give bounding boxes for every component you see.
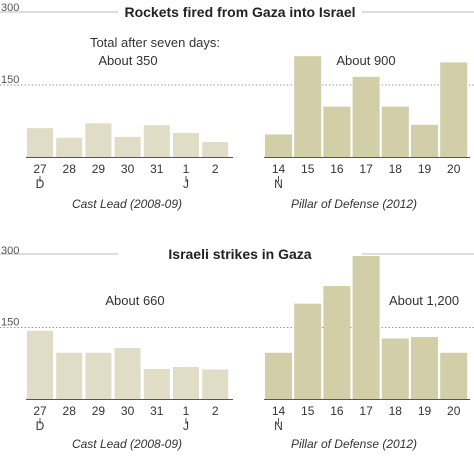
operation-label: Cast Lead (2008-09) bbox=[72, 197, 182, 211]
x-tick-label: 2 bbox=[212, 162, 219, 176]
bar bbox=[114, 347, 141, 399]
operation-label: Pillar of Defense (2012) bbox=[291, 437, 417, 451]
x-tick-label: 15 bbox=[301, 404, 315, 418]
month-label: J bbox=[183, 419, 189, 433]
bar bbox=[143, 125, 170, 157]
bar bbox=[440, 352, 468, 399]
x-tick-label: 14 bbox=[272, 404, 286, 418]
bar bbox=[440, 62, 468, 157]
bar bbox=[294, 303, 322, 399]
bar bbox=[114, 136, 141, 157]
month-label: D bbox=[36, 419, 45, 433]
bar bbox=[265, 352, 292, 399]
bar bbox=[173, 133, 199, 157]
x-tick-label: 16 bbox=[330, 404, 344, 418]
bar bbox=[411, 337, 438, 399]
total-annotation: About 660 bbox=[105, 293, 164, 308]
month-label: J bbox=[183, 177, 189, 191]
bar bbox=[56, 137, 83, 157]
bar bbox=[411, 124, 438, 157]
y-tick-label: 300 bbox=[1, 245, 19, 257]
x-tick-label: 30 bbox=[121, 162, 135, 176]
total-annotation: About 1,200 bbox=[389, 293, 459, 308]
x-tick-label: 30 bbox=[121, 404, 135, 418]
bar bbox=[265, 134, 292, 157]
bar bbox=[323, 106, 351, 157]
bar bbox=[173, 367, 199, 399]
bar bbox=[27, 330, 53, 399]
x-tick-label: 28 bbox=[63, 162, 77, 176]
bar bbox=[143, 368, 170, 399]
bar bbox=[85, 123, 112, 157]
total-annotation: About 900 bbox=[336, 53, 395, 68]
x-tick-label: 28 bbox=[63, 404, 77, 418]
bar bbox=[381, 338, 409, 399]
x-tick-label: 20 bbox=[447, 404, 461, 418]
x-tick-label: 27 bbox=[33, 162, 47, 176]
x-tick-label: 16 bbox=[330, 162, 344, 176]
bar bbox=[56, 352, 83, 399]
x-tick-label: 17 bbox=[359, 162, 373, 176]
total-annotation: Total after seven days: bbox=[90, 35, 220, 50]
month-label: N bbox=[274, 177, 283, 191]
total-annotation: About 350 bbox=[98, 53, 157, 68]
bar bbox=[27, 128, 53, 157]
x-tick-label: 1 bbox=[183, 404, 190, 418]
x-tick-label: 17 bbox=[359, 404, 373, 418]
chart-title: Rockets fired from Gaza into Israel bbox=[124, 4, 355, 20]
chart-title: Israeli strikes in Gaza bbox=[168, 246, 311, 262]
x-tick-label: 31 bbox=[150, 404, 164, 418]
x-tick-label: 1 bbox=[183, 162, 190, 176]
bar bbox=[352, 76, 380, 157]
x-tick-label: 14 bbox=[272, 162, 286, 176]
bar bbox=[202, 142, 229, 157]
x-tick-label: 19 bbox=[418, 404, 432, 418]
bar bbox=[294, 56, 322, 158]
bar bbox=[352, 256, 380, 399]
x-tick-label: 15 bbox=[301, 162, 315, 176]
x-tick-label: 20 bbox=[447, 162, 461, 176]
x-tick-label: 2 bbox=[212, 404, 219, 418]
x-tick-label: 27 bbox=[33, 404, 47, 418]
x-tick-label: 18 bbox=[389, 162, 403, 176]
x-tick-label: 31 bbox=[150, 162, 164, 176]
bar bbox=[85, 352, 112, 399]
bar bbox=[323, 286, 351, 399]
operation-label: Pillar of Defense (2012) bbox=[291, 197, 417, 211]
y-tick-label: 300 bbox=[1, 2, 19, 14]
bar bbox=[202, 369, 229, 399]
x-tick-label: 29 bbox=[92, 162, 106, 176]
x-tick-label: 18 bbox=[389, 404, 403, 418]
month-label: D bbox=[36, 177, 45, 191]
operation-label: Cast Lead (2008-09) bbox=[72, 437, 182, 451]
x-tick-label: 19 bbox=[418, 162, 432, 176]
bar bbox=[381, 106, 409, 157]
y-tick-label: 150 bbox=[1, 317, 19, 329]
month-label: N bbox=[274, 419, 283, 433]
x-tick-label: 29 bbox=[92, 404, 106, 418]
y-tick-label: 150 bbox=[1, 74, 19, 86]
